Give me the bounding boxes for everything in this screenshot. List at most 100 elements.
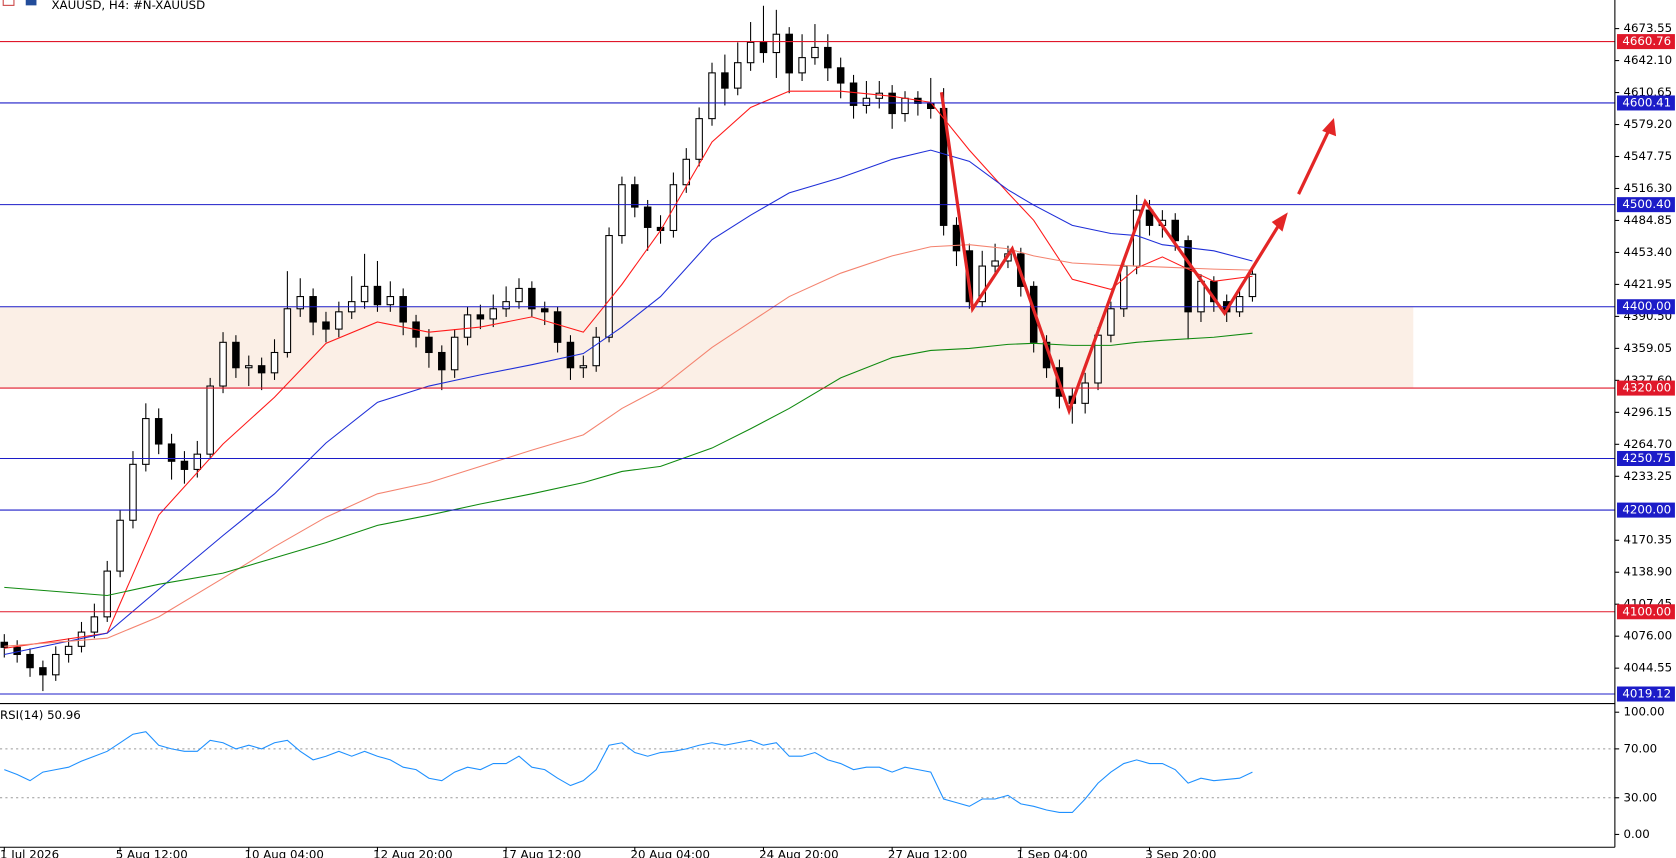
level-label: 4200.00 (1622, 503, 1671, 517)
candle-body (618, 184, 626, 237)
level-label: 4100.00 (1622, 604, 1671, 618)
candle-body (502, 301, 510, 310)
candle-body (566, 341, 575, 369)
y-tick-label: 4076.00 (1623, 629, 1672, 643)
candle-body (1107, 308, 1115, 336)
candle-body (759, 41, 768, 54)
zigzag-line (939, 92, 1283, 416)
candle-body (26, 653, 34, 669)
level-label: 4600.41 (1622, 95, 1671, 109)
y-tick-label: 4233.25 (1623, 469, 1672, 483)
candle-body (836, 67, 845, 84)
arrow-head (1322, 117, 1337, 137)
candle-body (386, 296, 395, 306)
candle-body (1171, 219, 1179, 242)
y-tick-label: 4516.30 (1623, 181, 1672, 195)
candle-body (978, 265, 986, 303)
candle-body (438, 351, 446, 371)
candle-body (232, 341, 240, 369)
level-label: 4500.40 (1622, 197, 1671, 211)
candle-body (463, 314, 472, 338)
candle-body (708, 72, 716, 120)
candle-body (631, 184, 639, 208)
level-label-box (1617, 299, 1675, 315)
candle-body (360, 285, 369, 303)
candle-body (811, 46, 819, 59)
rsi-line (4, 731, 1253, 813)
candle-body (0, 641, 9, 648)
level-label-box (1617, 686, 1675, 702)
candle-body (875, 92, 884, 99)
candle-body (296, 296, 304, 310)
y-tick-label: 4421.95 (1623, 277, 1672, 291)
candle-body (206, 385, 214, 455)
arrow-line (1297, 128, 1332, 195)
candle-body (605, 235, 613, 338)
candle-body (270, 351, 279, 374)
candle-body (39, 667, 47, 676)
candle-body (1184, 240, 1192, 313)
candle-body (283, 308, 292, 354)
y-tick-label: 4170.35 (1623, 533, 1672, 547)
candle-body (849, 82, 858, 106)
candle-body (103, 570, 111, 618)
candle-body (180, 460, 189, 470)
level-label-box (1617, 604, 1675, 620)
toolbar-icons (2, 0, 37, 6)
candle-body (785, 33, 793, 74)
x-tick-label: 1 Jul 2026 (0, 847, 59, 858)
candle-body (142, 418, 150, 465)
candle-body (579, 365, 588, 369)
y-tick-label: 4453.40 (1623, 245, 1672, 259)
candle-body (553, 311, 562, 343)
candle-body (1120, 265, 1128, 310)
candle-body (373, 285, 382, 306)
level-label: 4320.00 (1622, 381, 1671, 395)
candle-body (335, 311, 343, 330)
x-tick-label: 10 Aug 04:00 (244, 847, 323, 858)
candle-body (772, 33, 781, 54)
level-label: 4660.76 (1622, 34, 1671, 48)
symbol-title: XAUUSD, H4: #N-XAUUSD (51, 0, 205, 12)
candle-body (52, 653, 60, 676)
x-tick-label: 3 Sep 20:00 (1145, 847, 1216, 858)
pattern-drawing (939, 92, 1337, 416)
candle-body (90, 616, 99, 633)
x-tick-label: 12 Aug 20:00 (373, 847, 452, 858)
candle-body (64, 645, 73, 656)
level-label-box (1617, 380, 1675, 396)
candle-body (991, 260, 999, 267)
candle-body (116, 519, 124, 572)
level-label: 4019.12 (1622, 687, 1671, 701)
x-tick-label: 17 Aug 12:00 (502, 847, 581, 858)
candle-body (309, 296, 317, 323)
y-tick-label: 4264.70 (1623, 437, 1672, 451)
candle-body (450, 336, 459, 371)
y-tick-label: 4296.15 (1623, 405, 1672, 419)
candle-body (862, 97, 871, 106)
arrow-head (1271, 212, 1288, 232)
candle-body (425, 336, 433, 354)
x-tick-label: 20 Aug 04:00 (631, 847, 710, 858)
candle-body (154, 418, 163, 445)
y-tick-label: 4642.10 (1623, 53, 1672, 67)
x-tick-label: 27 Aug 12:00 (888, 847, 967, 858)
candle-body (643, 206, 652, 228)
moving-average (4, 244, 1253, 647)
y-tick-label: 4579.20 (1623, 117, 1672, 131)
candle-body (746, 41, 755, 64)
x-tick-label: 1 Sep 04:00 (1017, 847, 1088, 858)
indicator-title: RSI(14) 50.96 (0, 708, 81, 722)
level-label-box (1617, 502, 1675, 518)
candle-body (824, 46, 832, 69)
y-tick-label: 4138.90 (1623, 565, 1672, 579)
y-tick-label: 100.00 (1623, 705, 1664, 719)
moving-average (4, 149, 1253, 655)
y-tick-label: 4359.05 (1623, 341, 1672, 355)
level-label: 4250.75 (1622, 451, 1671, 465)
icon (25, 0, 37, 6)
candle-body (1248, 273, 1257, 298)
candle-body (540, 308, 549, 313)
